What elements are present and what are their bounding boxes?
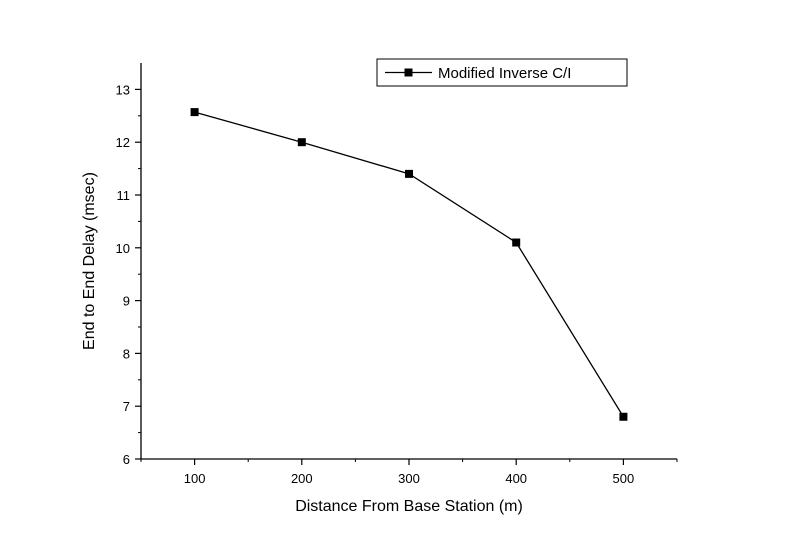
data-point-marker [619,412,628,421]
data-point-marker [190,108,199,117]
x-ticks: 100 200 300 400 500 [140,459,678,486]
x-tick-label: 200 [291,471,313,486]
y-ticks: 6 7 8 9 10 11 12 13 [116,82,141,467]
axes-frame [140,63,677,460]
y-tick-label: 9 [123,294,130,309]
legend-marker [404,68,413,77]
data-point-marker [512,238,521,247]
y-tick-label: 8 [123,346,130,361]
x-tick-label: 100 [184,471,206,486]
x-axis-title: Distance From Base Station (m) [295,498,523,515]
x-tick-label: 400 [505,471,527,486]
y-tick-label: 13 [116,82,130,97]
data-point-marker [405,169,413,178]
data-point-marker [297,138,306,147]
y-tick-label: 11 [117,188,131,203]
legend-label: Modified Inverse C/I [438,65,571,82]
series-layer [190,108,628,421]
x-tick-label: 500 [613,471,635,486]
legend: Modified Inverse C/I [376,58,628,87]
x-tick-label: 300 [398,471,420,486]
y-axis-title: End to End Delay (msec) [81,172,98,350]
y-tick-label: 7 [123,399,130,414]
series-line [194,111,624,418]
y-tick-label: 10 [116,241,130,256]
y-tick-label: 6 [123,452,130,467]
y-tick-label: 12 [116,135,130,150]
